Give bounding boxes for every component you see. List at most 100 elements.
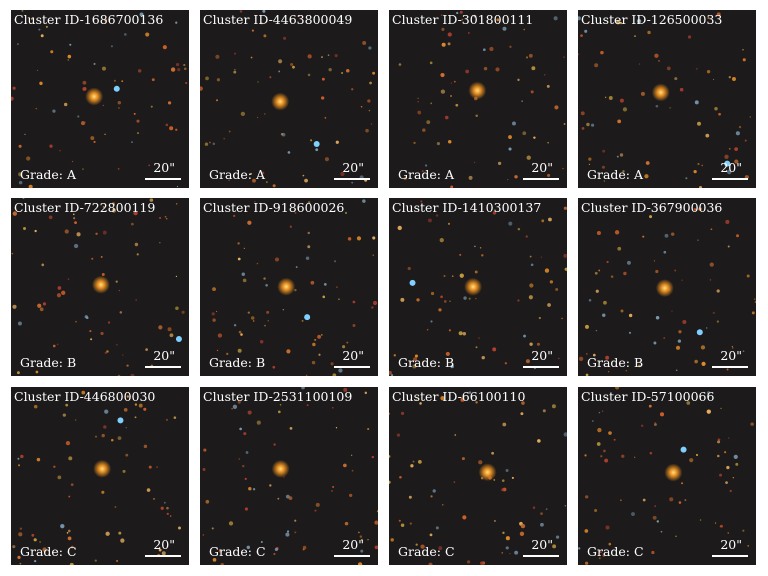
- star: [334, 54, 338, 58]
- star: [351, 88, 354, 91]
- star: [733, 454, 738, 460]
- star: [374, 545, 378, 550]
- star: [456, 11, 459, 15]
- star: [248, 487, 252, 491]
- central-galaxy: [271, 92, 290, 111]
- star: [74, 419, 77, 421]
- star: [256, 262, 259, 265]
- scale-bar: [145, 555, 181, 557]
- central-galaxy: [464, 277, 483, 296]
- star: [529, 283, 534, 288]
- star: [728, 437, 730, 439]
- star: [282, 308, 285, 311]
- star: [52, 344, 56, 348]
- star: [682, 319, 687, 325]
- star: [67, 59, 69, 61]
- star: [12, 545, 16, 549]
- star: [183, 67, 187, 71]
- star: [492, 211, 497, 215]
- star: [18, 532, 23, 537]
- star: [252, 178, 256, 183]
- star: [603, 449, 606, 453]
- star: [19, 562, 22, 565]
- star: [226, 352, 229, 355]
- image-panel: Cluster ID-126500033 Grade: A 20": [578, 10, 756, 188]
- star: [595, 329, 598, 332]
- scale-bar: [712, 366, 748, 368]
- star: [596, 442, 601, 446]
- star: [473, 14, 476, 17]
- star: [417, 97, 419, 100]
- star: [645, 161, 650, 165]
- star: [203, 448, 207, 452]
- star: [242, 464, 245, 468]
- star: [33, 538, 37, 542]
- star: [216, 349, 219, 352]
- star: [482, 48, 486, 52]
- star: [619, 98, 624, 103]
- scale-bar: [712, 178, 748, 180]
- star: [544, 268, 550, 273]
- star: [311, 360, 316, 365]
- star: [372, 71, 376, 75]
- star: [212, 142, 216, 145]
- star: [475, 298, 477, 300]
- star: [139, 12, 144, 17]
- star: [346, 341, 349, 344]
- star: [278, 70, 281, 73]
- star: [512, 121, 516, 126]
- star: [263, 34, 267, 38]
- star: [707, 16, 710, 19]
- star: [100, 255, 103, 258]
- star: [717, 440, 721, 444]
- star: [467, 32, 470, 34]
- scale-label: 20": [720, 160, 742, 175]
- star: [480, 561, 484, 565]
- star: [585, 373, 589, 376]
- star: [39, 307, 44, 312]
- star: [104, 133, 106, 136]
- star: [408, 495, 412, 499]
- star: [107, 321, 111, 324]
- star: [118, 289, 121, 292]
- star: [358, 531, 360, 534]
- star: [563, 123, 566, 125]
- star: [274, 257, 280, 262]
- star: [234, 68, 236, 71]
- star: [90, 338, 93, 341]
- star: [26, 156, 31, 161]
- star: [330, 362, 334, 366]
- star: [365, 128, 369, 133]
- star: [261, 171, 265, 175]
- star: [727, 169, 732, 175]
- star: [104, 409, 109, 414]
- sky-image: [389, 200, 567, 376]
- star: [714, 107, 718, 111]
- star: [90, 136, 95, 141]
- star: [728, 75, 732, 79]
- star: [628, 313, 633, 318]
- star: [447, 222, 451, 225]
- star: [166, 506, 169, 510]
- star: [126, 364, 129, 367]
- star: [122, 469, 126, 473]
- star: [526, 155, 531, 160]
- star: [359, 535, 363, 538]
- scale-label: 20": [531, 348, 553, 363]
- star: [578, 547, 581, 550]
- star: [11, 252, 14, 255]
- star: [502, 26, 507, 31]
- grade-label: Grade: A: [20, 167, 77, 182]
- star: [430, 320, 433, 323]
- star: [747, 545, 749, 547]
- star: [594, 271, 598, 275]
- sky-image: [389, 391, 567, 565]
- star: [91, 257, 94, 260]
- star: [659, 412, 665, 417]
- star: [264, 113, 266, 115]
- star: [514, 550, 519, 555]
- star: [495, 67, 500, 72]
- star: [601, 165, 605, 169]
- star: [517, 299, 520, 302]
- star: [68, 495, 71, 498]
